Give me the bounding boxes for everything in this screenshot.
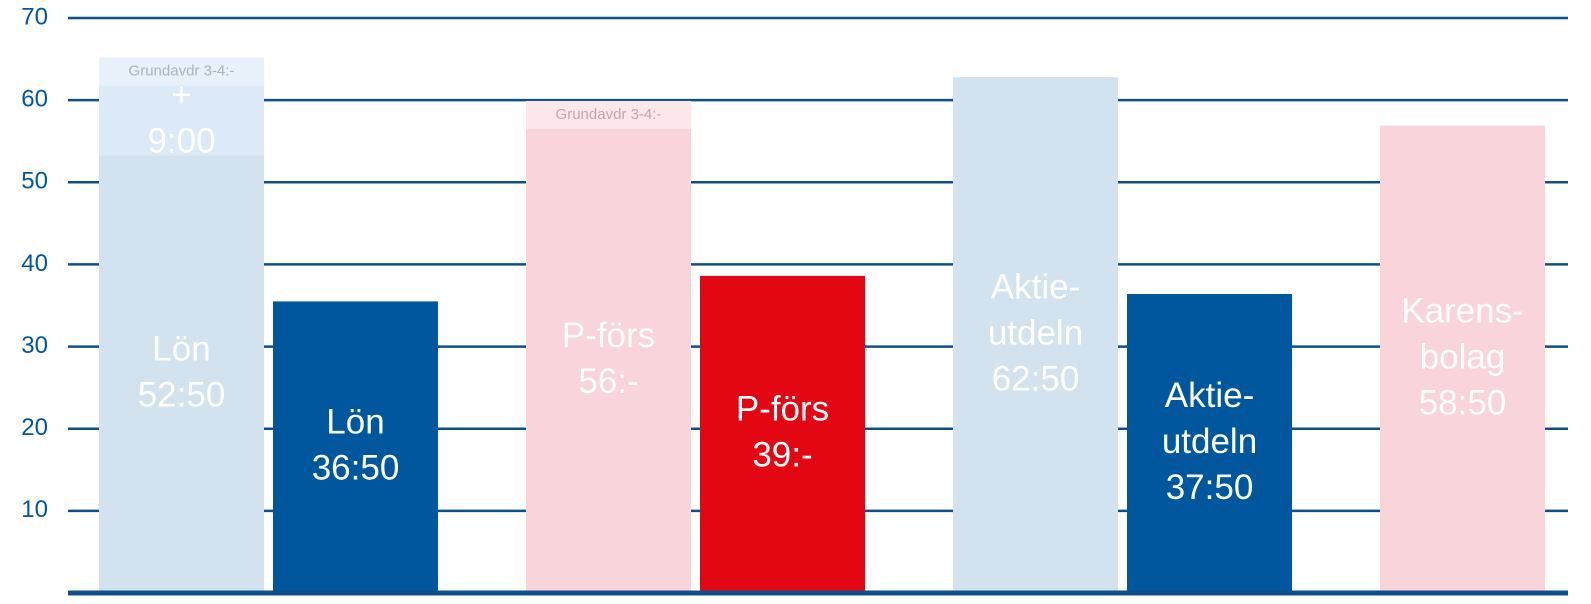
- bar-label: Grundavdr 3-4:-: [129, 62, 235, 79]
- y-tick-label: 20: [21, 414, 48, 441]
- bar-label: 62:50: [992, 359, 1080, 398]
- bar-label: Aktie-: [991, 267, 1080, 306]
- bar-label: Aktie-: [1165, 376, 1254, 415]
- bar-label: Grundavdr 3-4:-: [556, 106, 662, 123]
- bar-segment: [700, 275, 865, 593]
- bar-segment: [526, 128, 691, 593]
- bar-segment: [99, 85, 264, 156]
- bar-label: utdeln: [1162, 422, 1257, 461]
- bar-label: 58:50: [1419, 384, 1507, 423]
- bar-label: Lön: [152, 329, 210, 368]
- bar-segment: [526, 100, 691, 129]
- bar-segment: [953, 77, 1118, 593]
- bar-segment: [1127, 294, 1292, 593]
- bar-label: P-förs: [562, 316, 655, 355]
- bar-label: Lön: [326, 402, 384, 441]
- bar-label: P-förs: [736, 390, 829, 429]
- bar-label: 37:50: [1166, 468, 1254, 507]
- bar-label: 9:00: [147, 122, 215, 161]
- bar-label: 39:-: [752, 436, 812, 475]
- bar-label: 52:50: [138, 375, 226, 414]
- y-tick-label: 60: [21, 85, 48, 112]
- bar-label: Karens-: [1401, 292, 1524, 331]
- bar-segment: [99, 57, 264, 86]
- bar-label: bolag: [1420, 338, 1506, 377]
- bar-label: 56:-: [578, 362, 638, 401]
- bar-label: 36:50: [312, 448, 400, 487]
- bar-segment: [99, 155, 264, 593]
- bar-segment: [273, 301, 438, 593]
- y-tick-label: 30: [21, 332, 48, 359]
- y-tick-label: 10: [21, 496, 48, 523]
- y-tick-label: 70: [21, 3, 48, 30]
- bar-segment: [1380, 125, 1545, 593]
- y-tick-label: 50: [21, 168, 48, 195]
- bar-label: utdeln: [988, 313, 1083, 352]
- y-tick-label: 40: [21, 250, 48, 277]
